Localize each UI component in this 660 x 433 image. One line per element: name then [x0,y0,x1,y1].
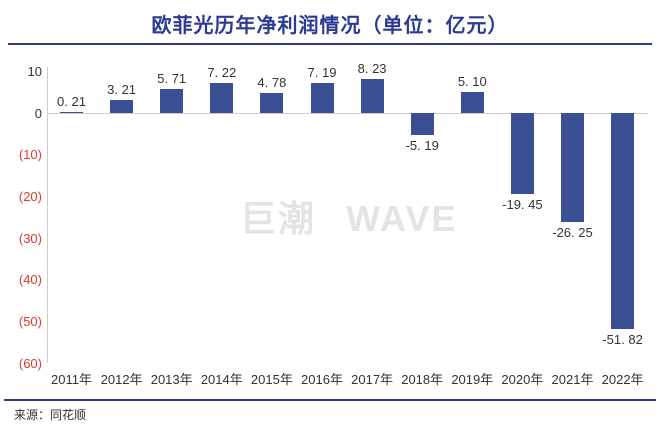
bar-value-label: 7. 19 [307,65,337,81]
bar-2021年 [561,113,584,223]
y-axis-label: (40) [18,272,42,288]
bar-value-label: -19. 45 [502,197,543,213]
bar-2011年 [60,112,83,113]
x-axis-label: 2019年 [451,372,494,387]
x-axis-label: 2015年 [250,372,293,387]
y-axis-label: (20) [18,188,42,204]
footer-divider [4,399,656,401]
bar-value-label: 8. 23 [357,60,387,76]
y-axis-label: 0 [34,105,42,121]
bar-2022年 [611,113,635,329]
bar-2016年 [310,83,334,113]
y-axis-line [47,67,48,363]
x-axis-label: 2011年 [51,372,92,387]
x-axis-label: 2014年 [200,372,243,387]
bar-value-label: -5. 19 [405,137,439,153]
y-axis-label: (50) [18,313,42,329]
bar-value-label: 7. 22 [207,64,237,80]
chart-title: 欧菲光历年净利润情况（单位：亿元） [151,15,509,37]
x-axis-label: 2013年 [150,372,193,387]
bar-2013年 [160,89,184,113]
bar-value-label: 4. 78 [257,75,287,91]
bar-value-label: 5. 71 [157,71,187,87]
bar-value-label: -26. 25 [552,225,593,241]
bar-2014年 [210,82,234,113]
bar-2012年 [110,99,134,113]
bar-value-label: 5. 10 [457,73,487,89]
bar-2019年 [460,91,484,113]
bar-value-label: 3. 21 [107,81,137,97]
y-axis-label: (30) [18,230,42,246]
zero-line [47,113,648,114]
x-axis-label: 2021年 [551,372,594,387]
bar-2020年 [510,113,534,195]
bar-2018年 [410,113,434,135]
bar-value-label: 0. 21 [57,94,86,109]
x-axis-label: 2012年 [100,372,143,387]
bar-value-label: -51. 82 [602,331,643,347]
x-axis-label: 2020年 [501,372,544,387]
x-axis-label: 2016年 [301,372,343,387]
bar-2015年 [260,93,284,113]
source-label: 来源：同花顺 [14,408,87,422]
x-axis-label: 2018年 [401,372,444,387]
y-axis-label: (10) [18,147,42,163]
x-axis-label: 2017年 [351,372,394,387]
watermark: 巨潮 WAVE [240,198,458,239]
y-axis-label: 10 [27,63,42,79]
x-axis-label: 2022年 [601,372,644,387]
title-divider [8,43,652,45]
y-axis-label: (60) [18,355,42,371]
bar-2017年 [360,78,384,113]
